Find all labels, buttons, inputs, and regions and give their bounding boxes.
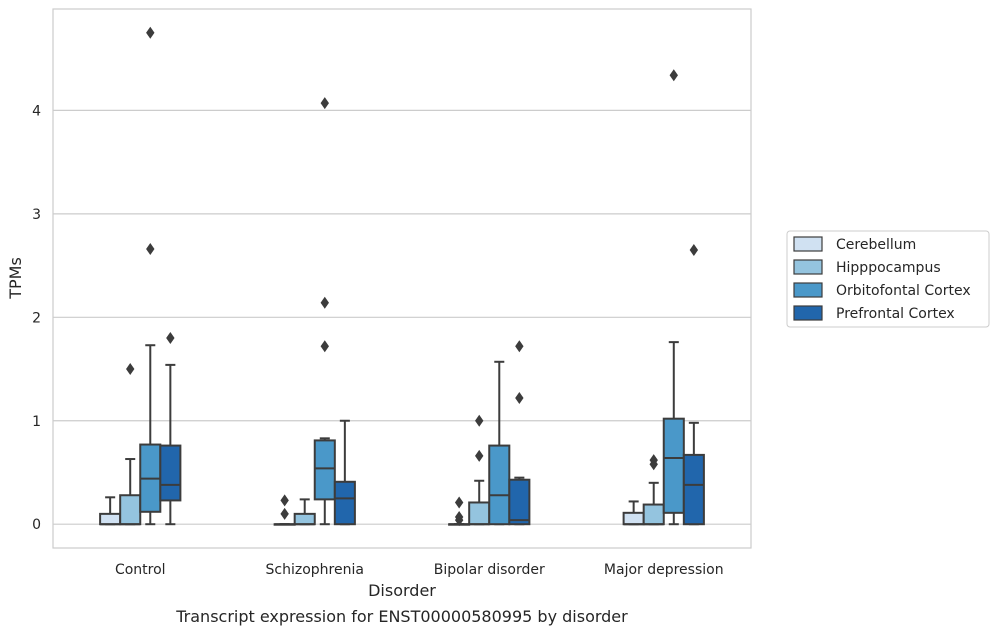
box-cerebellum-0 bbox=[99, 496, 122, 526]
box-iqr bbox=[333, 480, 356, 526]
outlier-point bbox=[146, 243, 155, 256]
box-cerebellum-2 bbox=[448, 496, 471, 527]
box-cerebellum-1 bbox=[273, 494, 296, 526]
outlier-point bbox=[146, 26, 155, 39]
y-tick-label: 0 bbox=[32, 517, 41, 533]
legend-swatch bbox=[793, 236, 823, 252]
outlier-point bbox=[475, 449, 484, 462]
outlier-point bbox=[475, 414, 484, 427]
outlier-point bbox=[454, 510, 464, 523]
chart-caption: Transcript expression for ENST0000058099… bbox=[175, 607, 628, 626]
box-iqr bbox=[313, 439, 336, 501]
box-iqr bbox=[119, 494, 142, 526]
legend-label: Prefrontal Cortex bbox=[836, 306, 955, 322]
box-iqr bbox=[622, 511, 645, 526]
legend-swatch bbox=[793, 259, 823, 275]
box-iqr bbox=[508, 478, 531, 526]
outlier-point bbox=[320, 340, 329, 353]
y-tick-label: 2 bbox=[32, 310, 41, 326]
legend-swatch bbox=[793, 305, 823, 321]
x-tick-label: Major depression bbox=[604, 562, 724, 578]
y-axis-label: TPMs bbox=[6, 257, 25, 300]
box-prefrontal-cortex-0 bbox=[159, 331, 182, 526]
box-iqr bbox=[662, 417, 685, 514]
outlier-point bbox=[126, 363, 135, 376]
box-orbitofontal-cortex-0 bbox=[139, 26, 162, 526]
legend: Cerebellum Hipppocampus Orbitofontal Corte… bbox=[786, 230, 990, 328]
box-cerebellum-3 bbox=[622, 500, 645, 526]
outlier-point bbox=[669, 69, 678, 82]
box-orbitofontal-cortex-3 bbox=[662, 69, 685, 526]
box-iqr bbox=[682, 453, 705, 526]
box-hipppocampus-0 bbox=[119, 363, 142, 526]
legend-label: Hipppocampus bbox=[836, 260, 941, 276]
box-hipppocampus-3 bbox=[642, 454, 665, 526]
outlier-point bbox=[454, 496, 464, 509]
outlier-point bbox=[280, 494, 289, 507]
plot-area bbox=[99, 26, 705, 527]
outlier-point bbox=[166, 331, 175, 344]
legend-swatch bbox=[793, 282, 823, 298]
box-orbitofontal-cortex-1 bbox=[313, 97, 336, 526]
outlier-point bbox=[280, 507, 289, 520]
plot-frame bbox=[52, 8, 752, 549]
outlier-point bbox=[515, 340, 524, 353]
box-prefrontal-cortex-2 bbox=[508, 340, 531, 526]
legend-label: Cerebellum bbox=[836, 237, 916, 253]
box-prefrontal-cortex-3 bbox=[682, 244, 705, 526]
box-iqr bbox=[642, 503, 665, 526]
outlier-point bbox=[649, 454, 658, 467]
outlier-point bbox=[320, 296, 329, 309]
box-iqr bbox=[99, 512, 122, 526]
legend-label: Orbitofontal Cortex bbox=[836, 283, 971, 299]
box-iqr bbox=[159, 444, 182, 502]
box-iqr bbox=[488, 444, 511, 526]
box-iqr bbox=[293, 512, 316, 526]
box-iqr bbox=[468, 501, 491, 526]
x-tick-label: Bipolar disorder bbox=[434, 562, 545, 578]
box-prefrontal-cortex-1 bbox=[333, 419, 356, 526]
outlier-point bbox=[515, 391, 524, 404]
outlier-point bbox=[320, 97, 329, 110]
y-tick-label: 3 bbox=[32, 207, 41, 223]
legend-items: Cerebellum Hipppocampus Orbitofontal Corte… bbox=[793, 236, 971, 322]
box-hipppocampus-2 bbox=[468, 414, 491, 526]
y-tick-label: 4 bbox=[32, 103, 41, 119]
x-axis-ticks: Control Schizophrenia Bipolar disorder Majo… bbox=[115, 562, 724, 578]
legend-frame bbox=[786, 230, 990, 328]
box-hipppocampus-1 bbox=[293, 498, 316, 526]
box-orbitofontal-cortex-2 bbox=[488, 360, 511, 526]
y-tick-label: 1 bbox=[32, 414, 41, 430]
x-tick-label: Control bbox=[115, 562, 166, 578]
y-axis-ticks: 0 1 2 3 4 bbox=[32, 103, 41, 533]
x-tick-label: Schizophrenia bbox=[266, 562, 364, 578]
outlier-point bbox=[689, 244, 699, 257]
x-axis-label: Disorder bbox=[368, 581, 436, 600]
